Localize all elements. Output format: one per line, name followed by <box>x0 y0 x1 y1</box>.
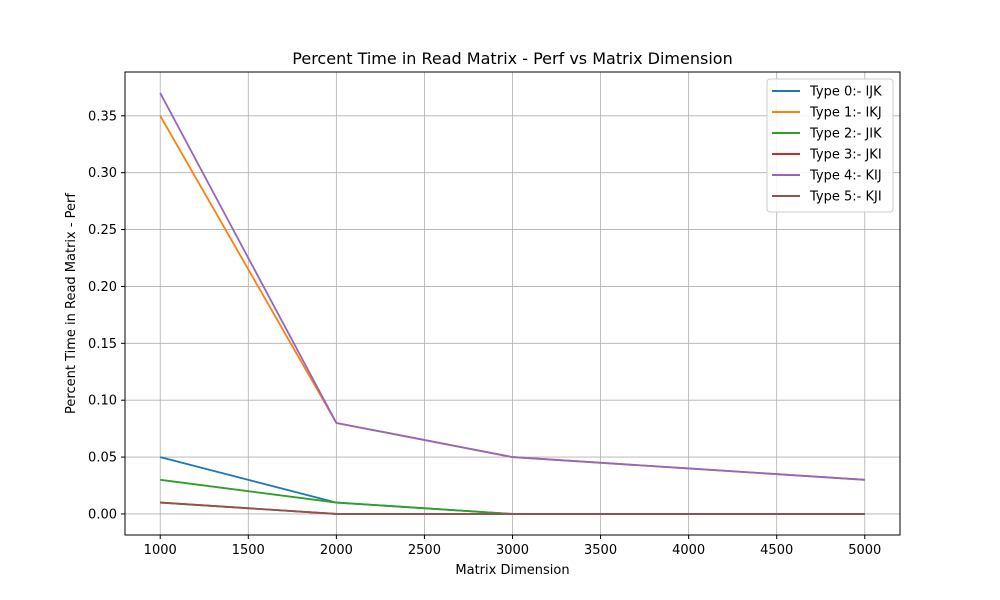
chart-title: Percent Time in Read Matrix - Perf vs Ma… <box>292 49 732 68</box>
x-tick-label: 4500 <box>760 543 793 558</box>
x-tick-label: 3500 <box>584 543 617 558</box>
series-line-type-4 <box>159 92 865 481</box>
legend-label: Type 5:- KJI <box>809 190 882 205</box>
series-lines <box>159 92 865 515</box>
series-line-type-5 <box>160 501 865 515</box>
x-tick-label: 1500 <box>232 543 265 558</box>
y-tick-label: 0.20 <box>88 280 117 295</box>
x-tick-label: 3000 <box>496 543 529 558</box>
y-tick-label: 0.35 <box>88 109 117 124</box>
y-tick-label: 0.25 <box>88 223 117 238</box>
y-tick-label: 0.10 <box>88 394 117 409</box>
legend: Type 0:- IJK Type 1:- IKJ Type 2:- JIK Type… <box>766 78 894 213</box>
axis-ticks: 1000 1500 2000 2500 3000 3500 4000 4500 5000 0.00… <box>88 109 881 558</box>
x-tick-label: 2500 <box>408 543 441 558</box>
legend-label: Type 3:- JKI <box>809 148 882 163</box>
x-tick-label: 1000 <box>144 543 177 558</box>
legend-label: Type 2:- JIK <box>809 127 882 142</box>
x-tick-label: 4000 <box>672 543 705 558</box>
y-tick-label: 0.00 <box>88 507 117 522</box>
y-axis-label: Percent Time in Read Matrix - Perf <box>64 193 79 414</box>
x-tick-label: 5000 <box>848 543 881 558</box>
y-tick-label: 0.15 <box>88 337 117 352</box>
legend-label: Type 1:- IKJ <box>809 106 882 121</box>
y-tick-label: 0.30 <box>88 166 117 181</box>
x-axis-label: Matrix Dimension <box>455 563 569 578</box>
x-tick-label: 2000 <box>320 543 353 558</box>
y-tick-label: 0.05 <box>88 451 117 466</box>
legend-label: Type 0:- IJK <box>809 85 882 100</box>
legend-label: Type 4:- KIJ <box>809 169 882 184</box>
